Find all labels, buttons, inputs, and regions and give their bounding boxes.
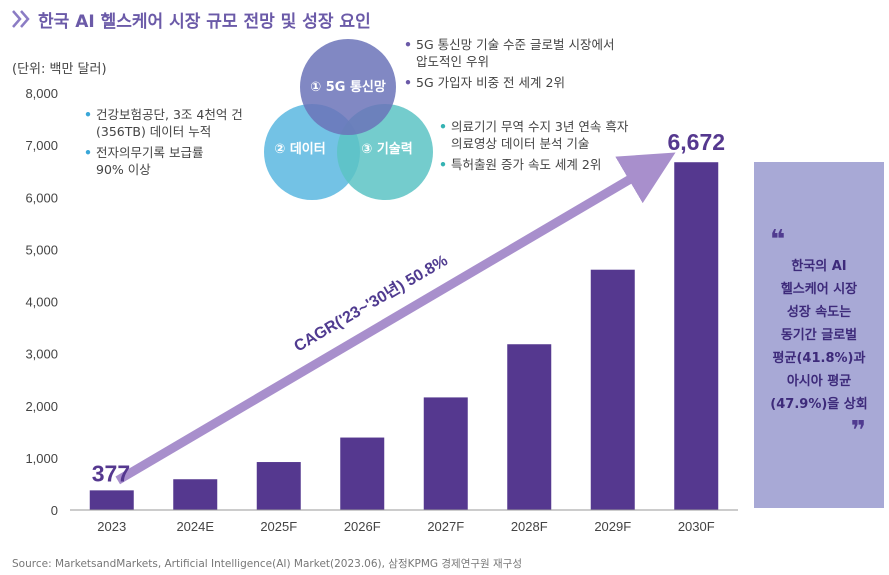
- note-text: 5G 통신망 기술 수준 글로벌 시장에서 압도적인 우위: [416, 37, 615, 69]
- data-label-2023: 377: [92, 460, 130, 486]
- bar-2028F: [507, 344, 552, 510]
- x-tick-label: 2027F: [427, 519, 464, 534]
- bar-2029F: [590, 269, 635, 510]
- x-tick-label: 2023: [97, 519, 126, 534]
- y-tick-label: 8,000: [25, 86, 58, 101]
- bar-2024E: [173, 479, 218, 510]
- note-text: 5G 가입자 비중 전 세계 2위: [416, 75, 565, 90]
- note-text: 건강보험공단, 3조 4천억 건 (356TB) 데이터 누적: [96, 107, 243, 139]
- x-tick-label: 2024E: [176, 519, 214, 534]
- venn-label-tech: ③ 기술력: [361, 142, 412, 157]
- y-axis: 0 1,000 2,000 3,000 4,000 5,000 6,000 7,000 8,00…: [25, 86, 58, 518]
- x-axis: 2023 2024E 2025F 2026F 2027F 2028F 2029F 2030F: [70, 509, 738, 534]
- x-tick-label: 2028F: [511, 519, 548, 534]
- note-text: 전자의무기록 보급률 90% 이상: [96, 145, 204, 177]
- notes-tech: • 의료기기 무역 수지 3년 연속 흑자 의료영상 데이터 분석 기술 • 특허출…: [439, 118, 669, 177]
- y-tick-label: 2,000: [25, 399, 58, 414]
- page-title: 한국 AI 헬스케어 시장 규모 전망 및 성장 요인: [38, 12, 371, 32]
- y-tick-label: 1,000: [25, 451, 58, 466]
- y-tick-label: 7,000: [25, 138, 58, 153]
- venn-diagram: ① 5G 통신망 ② 데이터 ③ 기술력: [264, 39, 433, 200]
- bar-2023: [89, 490, 134, 510]
- bar-2027F: [423, 397, 468, 510]
- bar-2025F: [256, 462, 301, 510]
- note-text: 의료기기 무역 수지 3년 연속 흑자 의료영상 데이터 분석 기술: [451, 119, 629, 151]
- bar-series: [89, 162, 719, 511]
- y-tick-label: 3,000: [25, 347, 58, 362]
- note-item: • 특허출원 증가 속도 세계 2위: [439, 157, 602, 172]
- y-tick-label: 6,000: [25, 190, 58, 205]
- x-tick-label: 2025F: [260, 519, 297, 534]
- note-text: 특허출원 증가 속도 세계 2위: [451, 157, 602, 172]
- notes-data: • 건강보험공단, 3조 4천억 건 (356TB) 데이터 누적 • 전자의무기록…: [84, 106, 274, 182]
- source-note: Source: MarketsandMarkets, Artificial In…: [12, 558, 522, 570]
- note-item: • 5G 통신망 기술 수준 글로벌 시장에서 압도적인 우위: [404, 37, 615, 69]
- note-item: • 의료기기 무역 수지 3년 연속 흑자 의료영상 데이터 분석 기술: [439, 119, 629, 151]
- open-quote-icon: ❝: [770, 224, 786, 255]
- highlight-box: ❝ 한국의 AI 헬스케어 시장 성장 속도는 동기간 글로벌 평균(41.8%…: [754, 162, 884, 508]
- venn-circle-5g: [300, 39, 396, 135]
- x-tick-label: 2029F: [594, 519, 631, 534]
- note-item: • 5G 가입자 비중 전 세계 2위: [404, 75, 565, 90]
- close-quote-icon: ❞: [850, 415, 866, 446]
- bar-2026F: [340, 437, 385, 510]
- y-tick-label: 0: [51, 503, 58, 518]
- x-tick-label: 2026F: [344, 519, 381, 534]
- chevron-right-icon: [12, 10, 32, 32]
- notes-5g: • 5G 통신망 기술 수준 글로벌 시장에서 압도적인 우위 • 5G 가입자 비…: [404, 36, 664, 95]
- bar-2030F: [674, 162, 719, 511]
- highlight-text: 한국의 AI 헬스케어 시장 성장 속도는 동기간 글로벌 평균(41.8%)과…: [770, 258, 868, 412]
- unit-label: (단위: 백만 달러): [12, 62, 107, 77]
- y-tick-label: 4,000: [25, 295, 58, 310]
- data-label-2030F: 6,672: [667, 129, 725, 155]
- note-item: • 전자의무기록 보급률 90% 이상: [84, 145, 204, 177]
- venn-label-data: ② 데이터: [274, 141, 325, 157]
- cagr-arrow: [115, 152, 676, 485]
- note-item: • 건강보험공단, 3조 4천억 건 (356TB) 데이터 누적: [84, 107, 243, 139]
- venn-label-5g: ① 5G 통신망: [310, 79, 386, 95]
- y-tick-label: 5,000: [25, 242, 58, 257]
- x-tick-label: 2030F: [678, 519, 715, 534]
